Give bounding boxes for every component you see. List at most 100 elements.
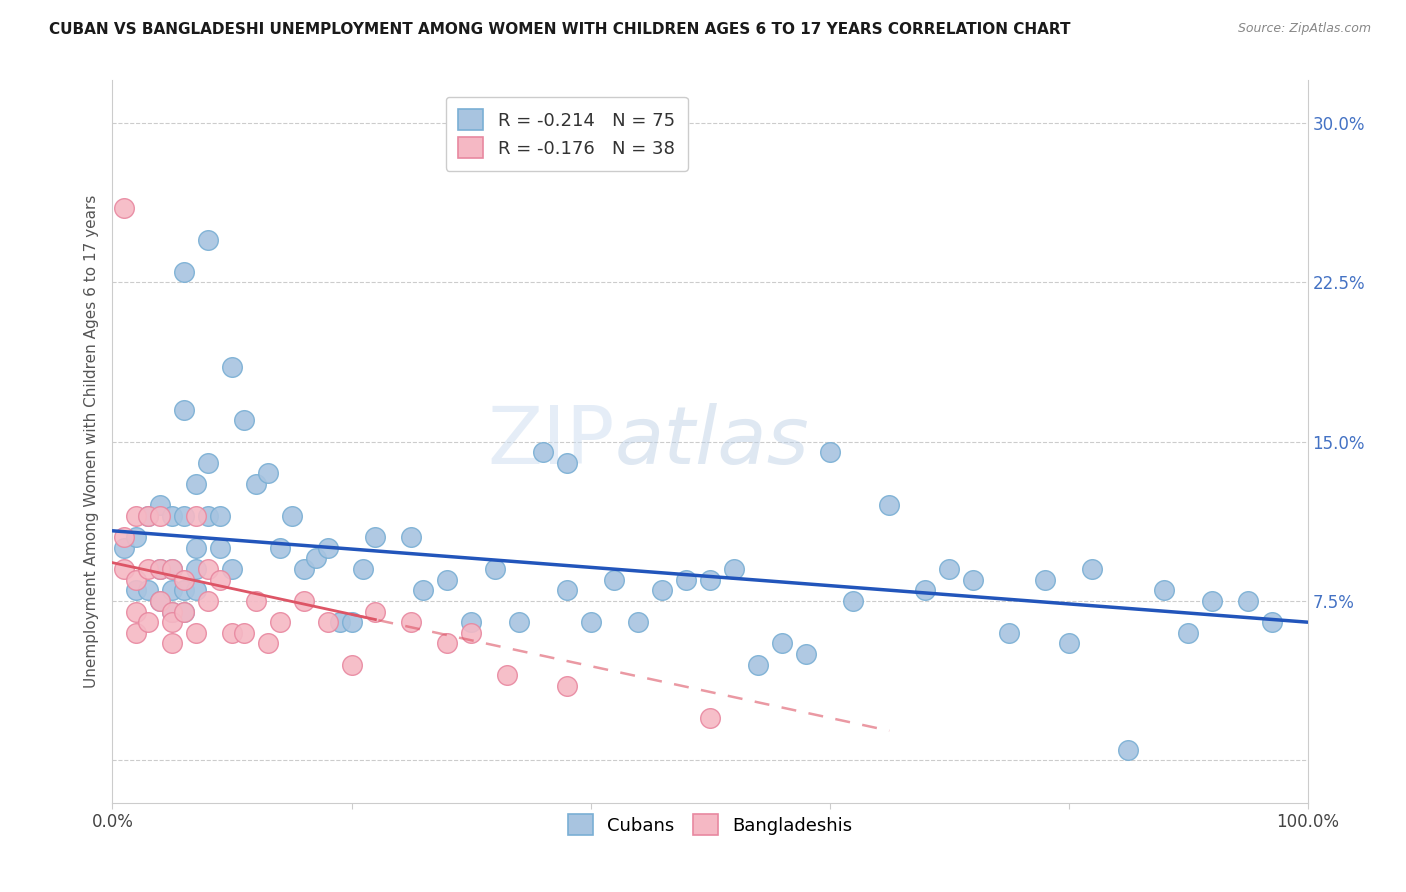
Point [186,562,208,576]
Point [125,508,148,523]
Text: Source: ZipAtlas.com: Source: ZipAtlas.com [1237,22,1371,36]
Point [149,562,172,576]
Point [1033,573,1056,587]
Point [340,615,363,630]
Point [699,711,721,725]
Point [186,583,208,598]
Point [1081,562,1104,576]
Point [173,605,195,619]
Point [770,636,793,650]
Point [281,508,304,523]
Point [162,562,183,576]
Point [149,562,172,576]
Point [1057,636,1080,650]
Point [138,562,160,576]
Point [245,594,267,608]
Point [257,636,280,650]
Point [364,530,387,544]
Point [257,467,280,481]
Point [1201,594,1223,608]
Point [460,615,482,630]
Point [173,508,195,523]
Point [460,625,482,640]
Point [364,605,387,619]
Point [352,562,374,576]
Point [173,573,195,587]
Point [197,594,219,608]
Point [496,668,519,682]
Point [269,541,291,555]
Point [162,605,183,619]
Point [340,657,363,672]
Point [401,530,423,544]
Point [162,636,183,650]
Text: ZIP: ZIP [486,402,614,481]
Point [233,625,256,640]
Point [1118,742,1140,756]
Text: atlas: atlas [614,402,810,481]
Point [627,615,650,630]
Point [794,647,817,661]
Point [162,583,183,598]
Point [149,594,172,608]
Point [699,573,721,587]
Point [197,562,219,576]
Point [114,530,135,544]
Point [818,445,841,459]
Point [221,625,243,640]
Point [186,541,208,555]
Point [401,615,423,630]
Point [173,402,195,417]
Point [149,498,172,512]
Point [603,573,626,587]
Point [114,541,135,555]
Point [186,625,208,640]
Point [316,541,339,555]
Point [651,583,673,598]
Point [125,573,148,587]
Point [162,615,183,630]
Point [747,657,769,672]
Point [723,562,745,576]
Point [162,508,183,523]
Point [125,530,148,544]
Legend: Cubans, Bangladeshis: Cubans, Bangladeshis [558,805,862,845]
Y-axis label: Unemployment Among Women with Children Ages 6 to 17 years: Unemployment Among Women with Children A… [84,194,100,689]
Point [114,562,135,576]
Point [173,264,195,278]
Point [1153,583,1175,598]
Point [197,508,219,523]
Point [962,573,984,587]
Point [508,615,530,630]
Point [269,615,291,630]
Point [173,583,195,598]
Point [879,498,901,512]
Point [292,562,315,576]
Point [197,233,219,247]
Point [221,562,243,576]
Point [209,573,232,587]
Point [1177,625,1199,640]
Point [209,508,232,523]
Point [173,605,195,619]
Point [292,594,315,608]
Point [221,360,243,375]
Point [555,679,578,693]
Point [162,562,183,576]
Point [998,625,1021,640]
Point [138,508,160,523]
Point [555,456,578,470]
Point [914,583,936,598]
Point [209,541,232,555]
Point [125,605,148,619]
Point [555,583,578,598]
Point [412,583,434,598]
Point [114,201,135,215]
Point [149,508,172,523]
Point [938,562,960,576]
Point [149,594,172,608]
Point [579,615,602,630]
Point [138,615,160,630]
Point [197,456,219,470]
Point [675,573,697,587]
